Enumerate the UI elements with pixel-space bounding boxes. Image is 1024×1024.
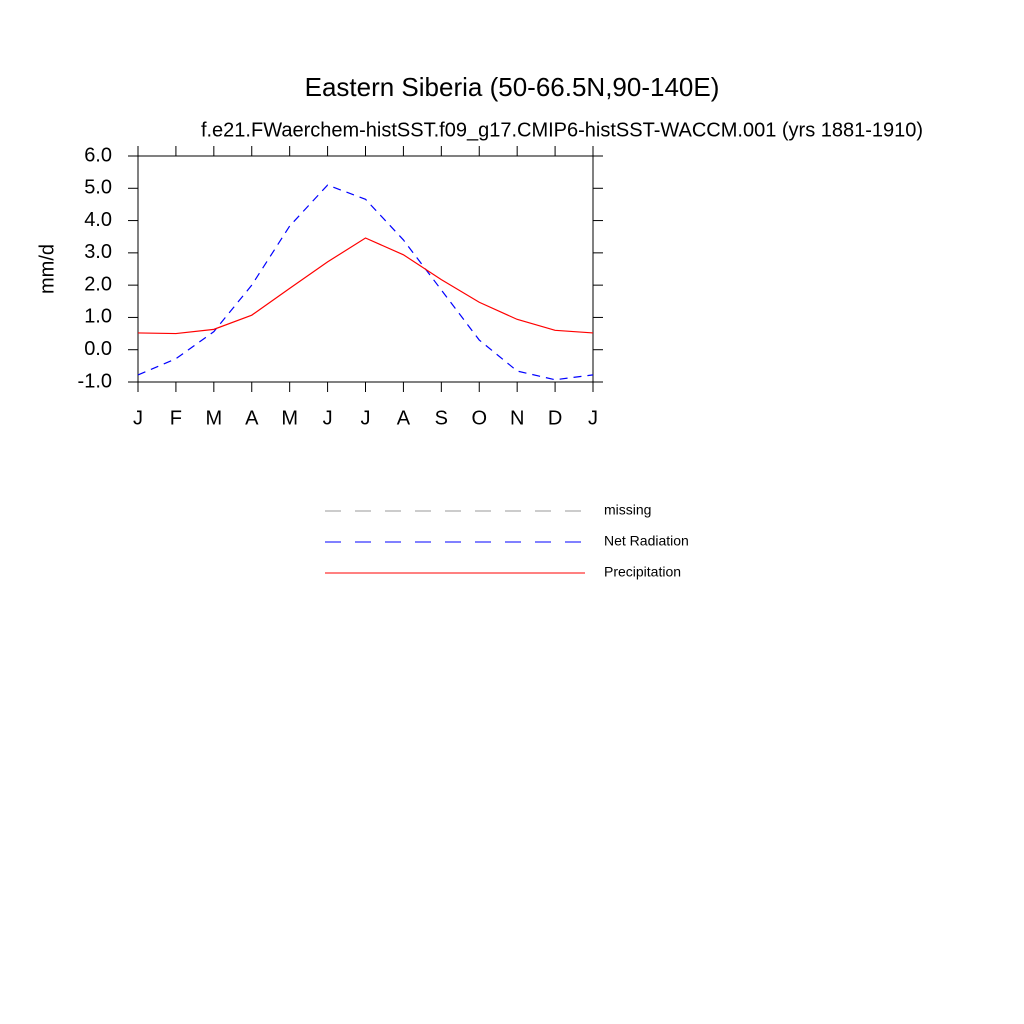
y-tick-label: 6.0: [84, 144, 112, 166]
y-axis-label: mm/d: [36, 244, 58, 294]
x-tick-label: N: [510, 407, 524, 429]
y-tick-label: 3.0: [84, 241, 112, 263]
x-tick-label: J: [361, 407, 371, 429]
legend-label: Net Radiation: [604, 533, 689, 549]
y-tick-label: -1.0: [78, 370, 112, 392]
chart-subtitle: f.e21.FWaerchem-histSST.f09_g17.CMIP6-hi…: [201, 119, 923, 141]
legend-label: missing: [604, 502, 651, 518]
x-tick-label: J: [588, 407, 598, 429]
x-tick-label: J: [133, 407, 143, 429]
x-tick-label: D: [548, 407, 562, 429]
y-tick-label: 5.0: [84, 177, 112, 199]
chart-title: Eastern Siberia (50-66.5N,90-140E): [305, 72, 720, 102]
x-tick-label: O: [471, 407, 487, 429]
x-tick-label: S: [435, 407, 448, 429]
y-tick-label: 1.0: [84, 306, 112, 328]
x-tick-label: J: [323, 407, 333, 429]
legend-label: Precipitation: [604, 564, 681, 580]
x-tick-label: F: [170, 407, 182, 429]
y-tick-label: 0.0: [84, 338, 112, 360]
y-tick-label: 2.0: [84, 273, 112, 295]
x-tick-label: A: [397, 407, 411, 429]
x-tick-label: M: [281, 407, 298, 429]
x-tick-label: M: [205, 407, 222, 429]
series-line: [137, 184, 594, 381]
y-tick-label: 4.0: [84, 209, 112, 231]
series-line: [137, 237, 594, 335]
x-tick-label: A: [245, 407, 259, 429]
plot-frame: [137, 155, 594, 383]
